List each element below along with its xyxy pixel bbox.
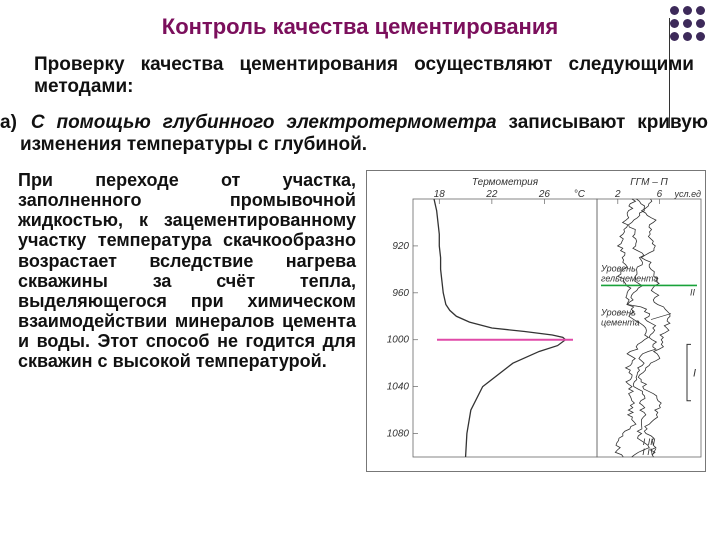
svg-text:960: 960 [392, 288, 409, 299]
svg-text:1040: 1040 [387, 382, 410, 393]
svg-text:26: 26 [538, 189, 551, 200]
chart-svg: Глубина, мТермометрияГГМ – П182226°C26ус… [367, 171, 705, 471]
svg-text:II: II [690, 287, 696, 297]
svg-text:I III: I III [643, 437, 656, 447]
chart-figure: Глубина, мТермометрияГГМ – П182226°C26ус… [366, 170, 706, 472]
slide-title: Контроль качества цементирования [0, 0, 720, 40]
svg-text:I IV: I IV [642, 447, 657, 457]
svg-text:гельцемента: гельцемента [601, 273, 658, 283]
intro-text: Проверку качества цементирования осущест… [0, 40, 720, 98]
item-a-label: а) [0, 112, 17, 133]
svg-text:22: 22 [485, 189, 498, 200]
content-row: При переходе от участка, заполненного пр… [0, 156, 720, 472]
body-text: При переходе от участка, заполненного пр… [18, 170, 356, 472]
svg-text:920: 920 [392, 241, 409, 252]
method-a: а) С помощью глубинного электротермометр… [0, 98, 720, 156]
svg-text:Уровень: Уровень [600, 263, 636, 273]
item-a-italic: С помощью глубинного электротермометра [31, 112, 509, 133]
svg-text:1080: 1080 [387, 429, 410, 440]
svg-text:Уровень: Уровень [600, 308, 636, 318]
svg-text:усл.ед: усл.ед [674, 189, 701, 199]
svg-text:ГГМ – П: ГГМ – П [630, 177, 668, 188]
svg-text:Термометрия: Термометрия [472, 177, 539, 188]
svg-text:цемента: цемента [601, 318, 640, 328]
svg-text:°C: °C [574, 189, 586, 200]
svg-text:I: I [693, 368, 696, 380]
svg-text:18: 18 [434, 189, 446, 200]
svg-text:1000: 1000 [387, 335, 410, 346]
svg-text:2: 2 [614, 189, 621, 200]
svg-text:6: 6 [657, 189, 663, 200]
decorative-dots [670, 6, 706, 42]
